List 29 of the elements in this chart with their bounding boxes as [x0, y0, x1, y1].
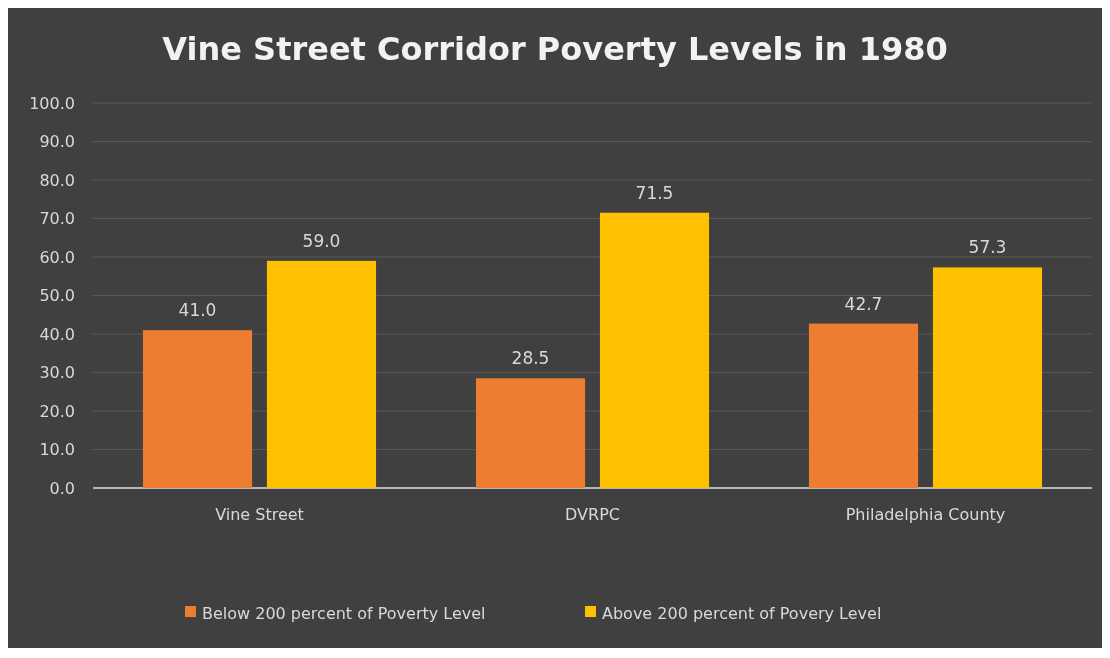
y-tick-label: 90.0: [39, 132, 75, 152]
data-label: 59.0: [302, 230, 341, 251]
y-tick-label: 0.0: [49, 478, 75, 498]
data-label: 71.5: [635, 182, 674, 203]
bar: [932, 267, 1043, 488]
x-tick-label: Vine Street: [215, 505, 304, 524]
data-label: 28.5: [511, 348, 550, 369]
x-tick-label: DVRPC: [565, 505, 620, 524]
y-tick-label: 50.0: [39, 286, 75, 306]
chart-title: Vine Street Corridor Poverty Levels in 1980: [162, 30, 948, 68]
bar: [599, 212, 710, 488]
y-tick-label: 60.0: [39, 247, 75, 267]
data-label: 57.3: [968, 237, 1007, 258]
data-label: 42.7: [844, 293, 883, 314]
bar: [266, 260, 377, 488]
y-tick-label: 30.0: [39, 363, 75, 383]
y-tick-label: 40.0: [39, 324, 75, 344]
y-tick-label: 20.0: [39, 401, 75, 421]
legend-label: Above 200 percent of Povery Level: [602, 603, 882, 623]
y-tick-label: 100.0: [29, 93, 75, 113]
bar: [808, 323, 919, 488]
y-tick-label: 70.0: [39, 209, 75, 229]
data-label: 41.0: [178, 300, 217, 321]
x-tick-label: Philadelphia County: [845, 505, 1006, 524]
bar: [475, 378, 586, 488]
bar: [142, 330, 253, 488]
y-tick-label: 10.0: [39, 440, 75, 460]
legend-label: Below 200 percent of Poverty Level: [202, 603, 486, 623]
y-tick-label: 80.0: [39, 170, 75, 190]
